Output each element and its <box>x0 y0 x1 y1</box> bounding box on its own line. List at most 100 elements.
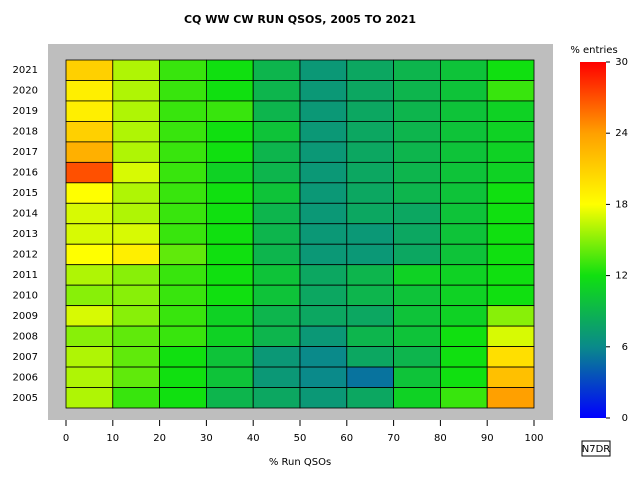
heatmap-cell <box>346 182 394 204</box>
heatmap-cell <box>346 387 394 409</box>
heatmap-cell <box>252 100 301 122</box>
heatmap-cell <box>65 59 114 81</box>
heatmap-cell <box>439 59 488 81</box>
heatmap-cell <box>112 325 161 347</box>
heatmap-cell <box>65 223 114 245</box>
colorbar-label: % entries <box>570 45 617 56</box>
annotation: N7DR <box>582 444 611 455</box>
heatmap-cell <box>112 346 161 368</box>
heatmap-cell <box>486 161 535 184</box>
heatmap-cell <box>299 100 348 122</box>
heatmap-cell <box>393 121 441 143</box>
heatmap-cell <box>112 100 161 122</box>
heatmap-cell <box>252 305 301 327</box>
heatmap-cell <box>205 202 254 225</box>
heatmap-cell <box>205 366 254 388</box>
heatmap-cell <box>112 305 161 327</box>
heatmap-cell <box>486 100 535 122</box>
heatmap-cell <box>205 264 254 286</box>
heatmap-cell <box>159 223 207 245</box>
heatmap-cell <box>299 264 348 286</box>
heatmap-cell <box>393 243 441 266</box>
annotation-box <box>581 440 611 457</box>
heatmap-cell <box>159 243 207 266</box>
heatmap-cell <box>252 325 301 347</box>
heatmap-cell <box>65 141 114 163</box>
heatmap-cell <box>159 80 207 102</box>
heatmap-cell <box>112 161 161 184</box>
y-tick-label: 2017 <box>13 147 38 158</box>
heatmap-cell <box>346 325 394 347</box>
heatmap-cell <box>346 80 394 102</box>
x-tick-label: 40 <box>247 433 260 444</box>
heatmap-cell <box>112 141 161 163</box>
heatmap-cell <box>252 243 301 266</box>
x-tick-label: 90 <box>481 433 494 444</box>
heatmap-cell <box>65 387 114 409</box>
heatmap-cell <box>393 141 441 163</box>
heatmap-cell <box>299 59 348 81</box>
heatmap-cell <box>486 264 535 286</box>
heatmap-cell <box>112 80 161 102</box>
heatmap-cell <box>439 80 488 102</box>
heatmap-cell <box>439 161 488 184</box>
y-tick-label: 2014 <box>13 209 38 220</box>
heatmap-cell <box>393 223 441 245</box>
heatmap-cell <box>439 305 488 327</box>
heatmap-cell <box>65 202 114 225</box>
heatmap-cell <box>205 80 254 102</box>
heatmap-cell <box>112 284 161 307</box>
heatmap-cell <box>346 346 394 368</box>
heatmap-cell <box>112 387 161 409</box>
x-tick-label: 80 <box>434 433 447 444</box>
heatmap-cell <box>252 366 301 388</box>
heatmap-cell <box>159 202 207 225</box>
y-tick-label: 2006 <box>13 372 38 383</box>
heatmap-cell <box>65 346 114 368</box>
y-tick-label: 2011 <box>13 270 38 281</box>
colorbar-tick-label: 6 <box>622 342 628 353</box>
heatmap-cell <box>486 243 535 266</box>
heatmap-cell <box>65 305 114 327</box>
y-tick-label: 2007 <box>13 352 38 363</box>
heatmap-cell <box>393 100 441 122</box>
x-tick-label: 30 <box>200 433 213 444</box>
colorbar-tick-label: 24 <box>615 128 628 139</box>
heatmap-cell <box>393 284 441 307</box>
heatmap-cell <box>65 161 114 184</box>
colorbar <box>580 62 606 418</box>
heatmap-cell <box>205 284 254 307</box>
heatmap-cell <box>346 59 394 81</box>
y-tick-label: 2020 <box>13 86 38 97</box>
heatmap-cell <box>439 346 488 368</box>
heatmap-cell <box>65 264 114 286</box>
heatmap-cell <box>346 202 394 225</box>
heatmap-cell <box>439 141 488 163</box>
heatmap-cell <box>159 161 207 184</box>
heatmap-cell <box>205 141 254 163</box>
heatmap-cell <box>346 141 394 163</box>
heatmap-cell <box>393 305 441 327</box>
heatmap-cell <box>299 243 348 266</box>
heatmap-cell <box>393 182 441 204</box>
heatmap-cell <box>252 121 301 143</box>
heatmap-cell <box>205 182 254 204</box>
heatmap-cell <box>299 366 348 388</box>
heatmap-cell <box>252 387 301 409</box>
heatmap-cell <box>439 121 488 143</box>
x-tick-label: 20 <box>153 433 166 444</box>
heatmap-cell <box>393 366 441 388</box>
heatmap-cell <box>252 284 301 307</box>
heatmap-cell <box>393 59 441 81</box>
heatmap-cell <box>205 121 254 143</box>
heatmap-cell <box>299 182 348 204</box>
heatmap-cell <box>486 59 535 81</box>
heatmap-cell <box>299 223 348 245</box>
colorbar-tick-label: 12 <box>615 271 628 282</box>
heatmap-cell <box>112 366 161 388</box>
heatmap-cell <box>159 100 207 122</box>
heatmap-cell <box>439 182 488 204</box>
x-tick-label: 50 <box>294 433 307 444</box>
heatmap-cell <box>439 284 488 307</box>
heatmap-cell <box>205 305 254 327</box>
